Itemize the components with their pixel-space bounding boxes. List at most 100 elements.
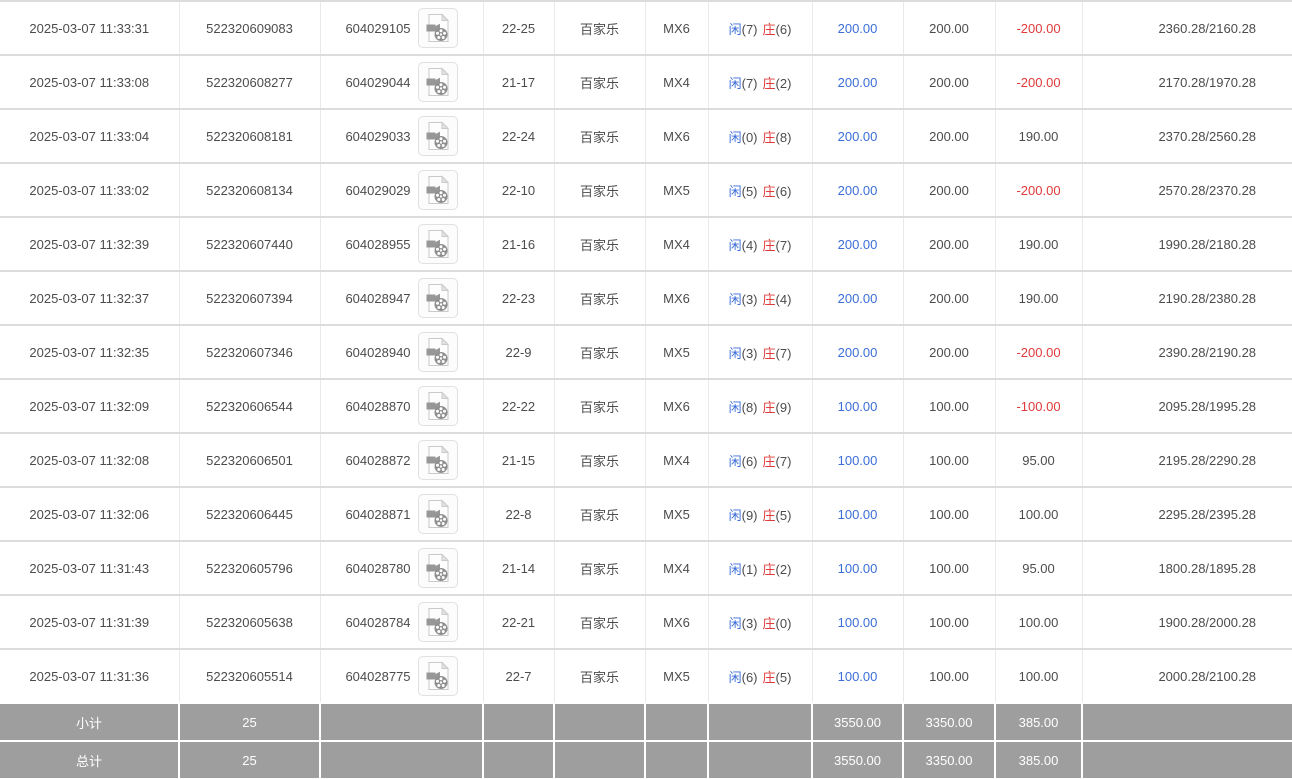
- summary-empty-cell: [644, 702, 708, 741]
- cell-bet-amount: 100.00: [811, 432, 903, 487]
- player-result-value: (6): [741, 669, 758, 685]
- banker-result-label: 庄: [762, 669, 776, 685]
- summary-label: 总计: [0, 740, 179, 778]
- player-result-value: (7): [741, 75, 758, 91]
- cell-result: 闲(5) 庄(6): [707, 162, 812, 217]
- cell-result: 闲(3) 庄(4): [707, 270, 812, 325]
- cell-bet-amount: 100.00: [811, 594, 903, 649]
- cell-game-round-id: 604028871: [319, 486, 483, 541]
- player-result-value: (3): [741, 615, 758, 631]
- cell-game-round-id: 604029105: [319, 0, 483, 55]
- game-round-number: 604028955: [345, 236, 411, 252]
- summary-empty-cell: [1081, 740, 1292, 778]
- cell-bet-amount: 100.00: [811, 648, 903, 703]
- cell-bet-id: 522320606501: [178, 432, 320, 487]
- cell-shoe-round: 22-25: [482, 0, 554, 55]
- summary-empty-cell: [644, 740, 708, 778]
- video-replay-icon[interactable]: [417, 170, 458, 210]
- video-replay-icon[interactable]: [417, 440, 458, 480]
- video-replay-icon[interactable]: [417, 548, 458, 588]
- cell-bet-time: 2025-03-07 11:31:39: [0, 594, 179, 649]
- summary-win-loss: 385.00: [994, 740, 1082, 778]
- cell-balance: 2170.28/1970.28: [1081, 54, 1292, 109]
- player-result-value: (3): [741, 291, 758, 307]
- cell-bet-id: 522320608277: [178, 54, 320, 109]
- cell-game-type: 百家乐: [553, 270, 645, 325]
- cell-shoe-round: 21-15: [482, 432, 554, 487]
- video-replay-icon[interactable]: [417, 224, 458, 264]
- player-result-value: (9): [741, 507, 758, 523]
- cell-valid-amount: 100.00: [902, 648, 995, 703]
- banker-result-label: 庄: [762, 129, 776, 145]
- summary-row: 小计 25 3550.00 3350.00 385.00: [0, 702, 1292, 741]
- cell-valid-amount: 100.00: [902, 594, 995, 649]
- summary-bet-amount: 3550.00: [811, 740, 903, 778]
- cell-game-type: 百家乐: [553, 54, 645, 109]
- banker-result-value: (4): [775, 291, 792, 307]
- cell-bet-time: 2025-03-07 11:33:31: [0, 0, 179, 55]
- summary-valid-amount: 3350.00: [902, 702, 995, 741]
- table-row: 2025-03-07 11:31:36 522320605514 6040287…: [0, 648, 1292, 703]
- cell-table-code: MX5: [644, 648, 708, 703]
- banker-result-label: 庄: [762, 507, 776, 523]
- cell-balance: 2570.28/2370.28: [1081, 162, 1292, 217]
- video-replay-icon[interactable]: [417, 656, 458, 696]
- video-replay-icon[interactable]: [417, 332, 458, 372]
- game-round-number: 604028947: [345, 290, 411, 306]
- player-result-label: 闲: [728, 129, 742, 145]
- player-result-label: 闲: [728, 669, 742, 685]
- cell-table-code: MX4: [644, 216, 708, 271]
- cell-table-code: MX5: [644, 486, 708, 541]
- video-replay-icon[interactable]: [417, 116, 458, 156]
- summary-empty-cell: [707, 740, 812, 778]
- table-row: 2025-03-07 11:32:37 522320607394 6040289…: [0, 270, 1292, 325]
- cell-valid-amount: 200.00: [902, 0, 995, 55]
- video-replay-icon[interactable]: [417, 494, 458, 534]
- banker-result-value: (5): [775, 669, 792, 685]
- video-replay-icon[interactable]: [417, 602, 458, 642]
- summary-empty-cell: [553, 740, 645, 778]
- cell-bet-amount: 200.00: [811, 0, 903, 55]
- cell-valid-amount: 200.00: [902, 162, 995, 217]
- cell-bet-amount: 200.00: [811, 270, 903, 325]
- cell-game-type: 百家乐: [553, 162, 645, 217]
- table-row: 2025-03-07 11:33:31 522320609083 6040291…: [0, 0, 1292, 55]
- cell-bet-time: 2025-03-07 11:33:04: [0, 108, 179, 163]
- player-result-value: (0): [741, 129, 758, 145]
- cell-valid-amount: 200.00: [902, 54, 995, 109]
- banker-result-value: (2): [775, 75, 792, 91]
- banker-result-value: (0): [775, 615, 792, 631]
- cell-bet-time: 2025-03-07 11:32:09: [0, 378, 179, 433]
- cell-bet-id: 522320608134: [178, 162, 320, 217]
- video-replay-icon[interactable]: [417, 62, 458, 102]
- banker-result-label: 庄: [762, 183, 776, 199]
- video-replay-icon[interactable]: [417, 278, 458, 318]
- table-row: 2025-03-07 11:33:08 522320608277 6040290…: [0, 54, 1292, 109]
- cell-shoe-round: 22-24: [482, 108, 554, 163]
- cell-game-round-id: 604028947: [319, 270, 483, 325]
- cell-shoe-round: 22-8: [482, 486, 554, 541]
- video-replay-icon[interactable]: [417, 386, 458, 426]
- cell-game-type: 百家乐: [553, 216, 645, 271]
- cell-bet-id: 522320609083: [178, 0, 320, 55]
- player-result-label: 闲: [728, 345, 742, 361]
- video-replay-icon[interactable]: [417, 8, 458, 48]
- player-result-value: (4): [741, 237, 758, 253]
- cell-win-loss: 95.00: [994, 432, 1082, 487]
- cell-balance: 1990.28/2180.28: [1081, 216, 1292, 271]
- cell-balance: 2390.28/2190.28: [1081, 324, 1292, 379]
- banker-result-label: 庄: [762, 399, 776, 415]
- cell-balance: 2000.28/2100.28: [1081, 648, 1292, 703]
- table-row: 2025-03-07 11:32:06 522320606445 6040288…: [0, 486, 1292, 541]
- player-result-label: 闲: [728, 507, 742, 523]
- cell-shoe-round: 22-21: [482, 594, 554, 649]
- cell-bet-id: 522320607346: [178, 324, 320, 379]
- cell-bet-amount: 200.00: [811, 162, 903, 217]
- banker-result-label: 庄: [762, 21, 776, 37]
- table-row: 2025-03-07 11:31:39 522320605638 6040287…: [0, 594, 1292, 649]
- cell-bet-id: 522320605514: [178, 648, 320, 703]
- cell-bet-id: 522320606544: [178, 378, 320, 433]
- game-round-number: 604029044: [345, 74, 411, 90]
